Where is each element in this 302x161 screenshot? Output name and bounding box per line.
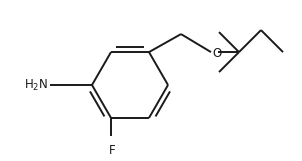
- Text: F: F: [109, 144, 115, 157]
- Text: O: O: [212, 47, 221, 60]
- Text: H$_2$N: H$_2$N: [24, 77, 48, 93]
